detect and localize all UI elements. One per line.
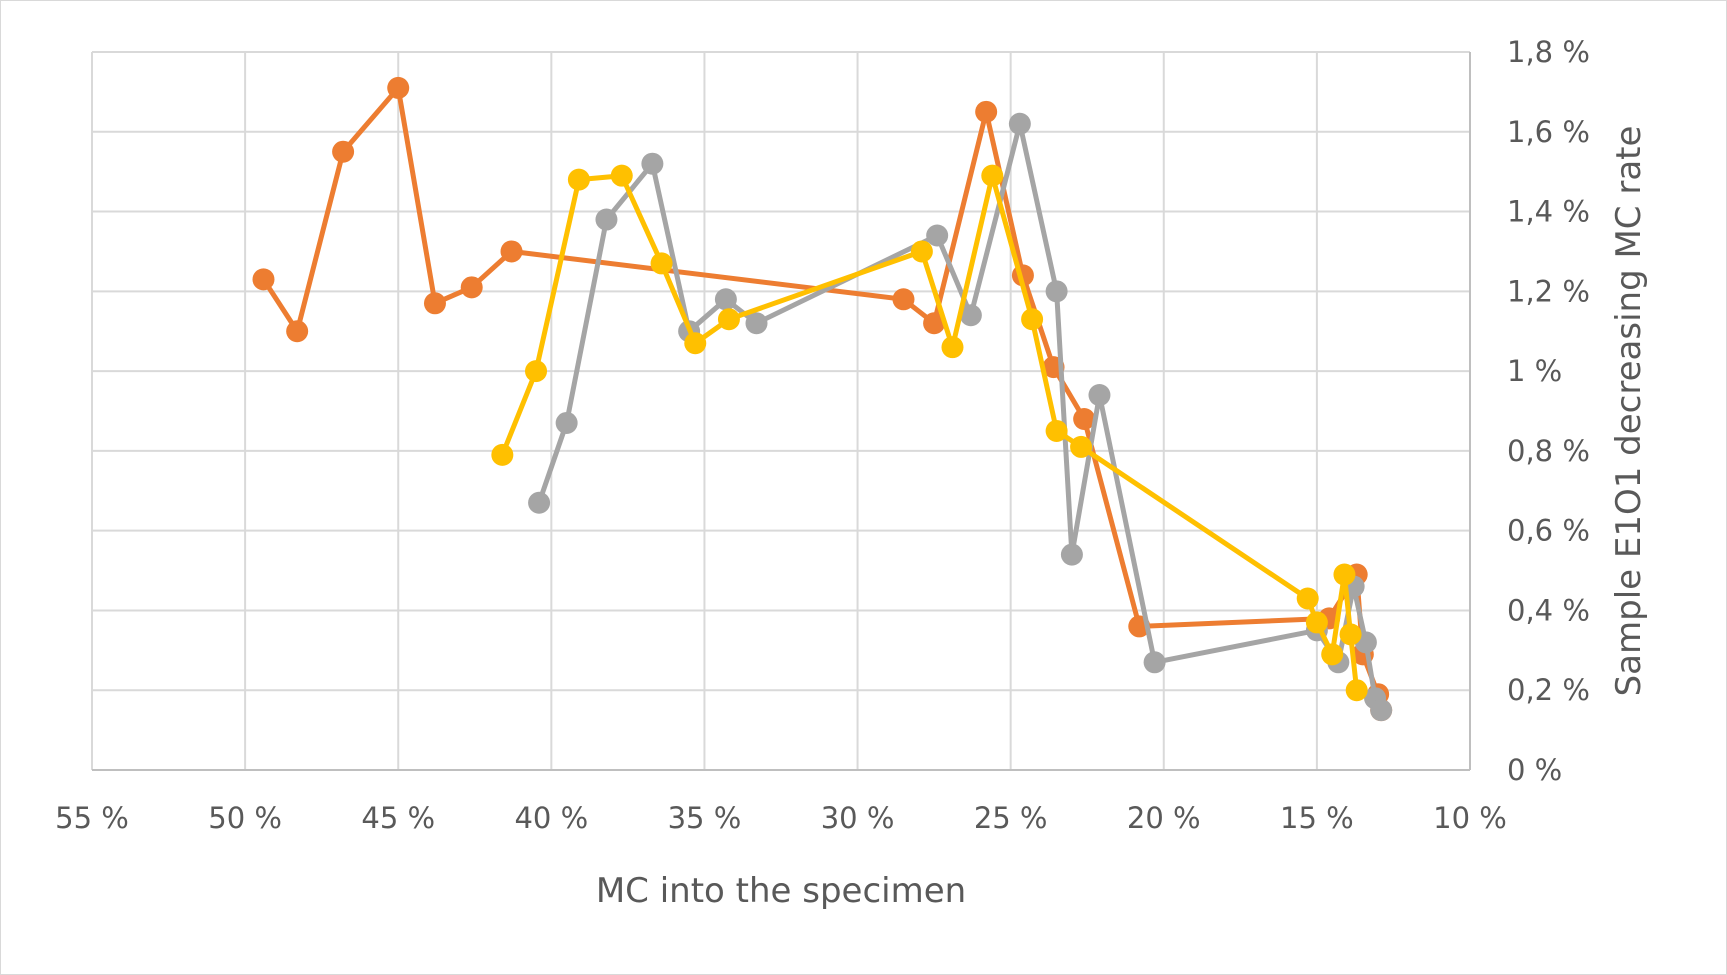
- data-point: [923, 312, 946, 335]
- data-point: [1008, 112, 1031, 135]
- y-tick-label: 1,4 %: [1507, 195, 1590, 229]
- data-point: [975, 100, 998, 123]
- data-point: [714, 288, 737, 311]
- axes: [92, 52, 1471, 771]
- data-point: [1045, 280, 1068, 303]
- y-tick-label: 0 %: [1507, 753, 1562, 787]
- x-tick-label: 15 %: [1280, 801, 1354, 835]
- y-tick-label: 0,4 %: [1507, 593, 1590, 627]
- data-point: [926, 224, 949, 247]
- y-tick-label: 0,8 %: [1507, 434, 1590, 468]
- y-tick-label: 0,2 %: [1507, 673, 1590, 707]
- series-2: [528, 112, 1393, 722]
- data-point: [1070, 435, 1093, 458]
- data-point: [525, 360, 548, 383]
- x-tick-label: 55 %: [55, 801, 129, 835]
- tick-labels: 55 % 50 % 45 % 40 % 35 % 30 % 25 % 20 % 15 % 10 %…: [55, 35, 1590, 835]
- x-tick-label: 30 %: [821, 801, 895, 835]
- series-3: [491, 164, 1368, 702]
- data-point: [1296, 587, 1319, 610]
- series-group: [252, 76, 1393, 722]
- data-point: [1060, 543, 1083, 566]
- data-point: [1370, 699, 1393, 722]
- y-tick-label: 1,6 %: [1507, 115, 1590, 149]
- data-point: [892, 288, 915, 311]
- data-point: [387, 76, 410, 99]
- data-point: [491, 443, 514, 466]
- data-point: [910, 240, 933, 263]
- gridlines: [91, 51, 1471, 770]
- data-point: [1143, 651, 1166, 674]
- data-point: [332, 140, 355, 163]
- data-point: [460, 276, 483, 299]
- x-tick-label: 40 %: [514, 801, 588, 835]
- data-point: [252, 268, 275, 291]
- data-point: [286, 320, 309, 343]
- data-point: [650, 252, 673, 275]
- data-point: [500, 240, 523, 263]
- y-tick-label: 0,6 %: [1507, 514, 1590, 548]
- data-point: [1021, 308, 1044, 331]
- data-point: [959, 304, 982, 327]
- x-tick-label: 10 %: [1433, 801, 1507, 835]
- data-point: [1073, 407, 1096, 430]
- data-point: [1339, 623, 1362, 646]
- x-tick-label: 50 %: [208, 801, 282, 835]
- data-point: [1088, 384, 1111, 407]
- data-point: [641, 152, 664, 175]
- data-point: [1045, 419, 1068, 442]
- data-point: [423, 292, 446, 315]
- x-tick-label: 35 %: [668, 801, 742, 835]
- x-tick-label: 20 %: [1127, 801, 1201, 835]
- data-point: [684, 332, 707, 355]
- data-point: [1345, 679, 1368, 702]
- data-point: [981, 164, 1004, 187]
- data-point: [717, 308, 740, 331]
- data-point: [528, 491, 551, 514]
- data-point: [1333, 563, 1356, 586]
- y-axis-title: Sample E1O1 decreasing MC rate: [1609, 126, 1649, 697]
- data-point: [1305, 611, 1328, 634]
- series-line: [261, 85, 1384, 711]
- data-point: [595, 208, 618, 231]
- x-tick-label: 45 %: [361, 801, 435, 835]
- data-point: [567, 168, 590, 191]
- data-point: [941, 336, 964, 359]
- y-tick-label: 1,2 %: [1507, 274, 1590, 308]
- series-1: [252, 76, 1393, 722]
- x-tick-label: 25 %: [974, 801, 1048, 835]
- data-point: [1321, 643, 1344, 666]
- y-tick-label: 1 %: [1507, 354, 1562, 388]
- series-line: [536, 121, 1384, 712]
- x-axis-title: MC into the specimen: [596, 871, 966, 911]
- y-tick-label: 1,8 %: [1507, 35, 1590, 69]
- data-point: [610, 164, 633, 187]
- data-point: [745, 312, 768, 335]
- data-point: [555, 411, 578, 434]
